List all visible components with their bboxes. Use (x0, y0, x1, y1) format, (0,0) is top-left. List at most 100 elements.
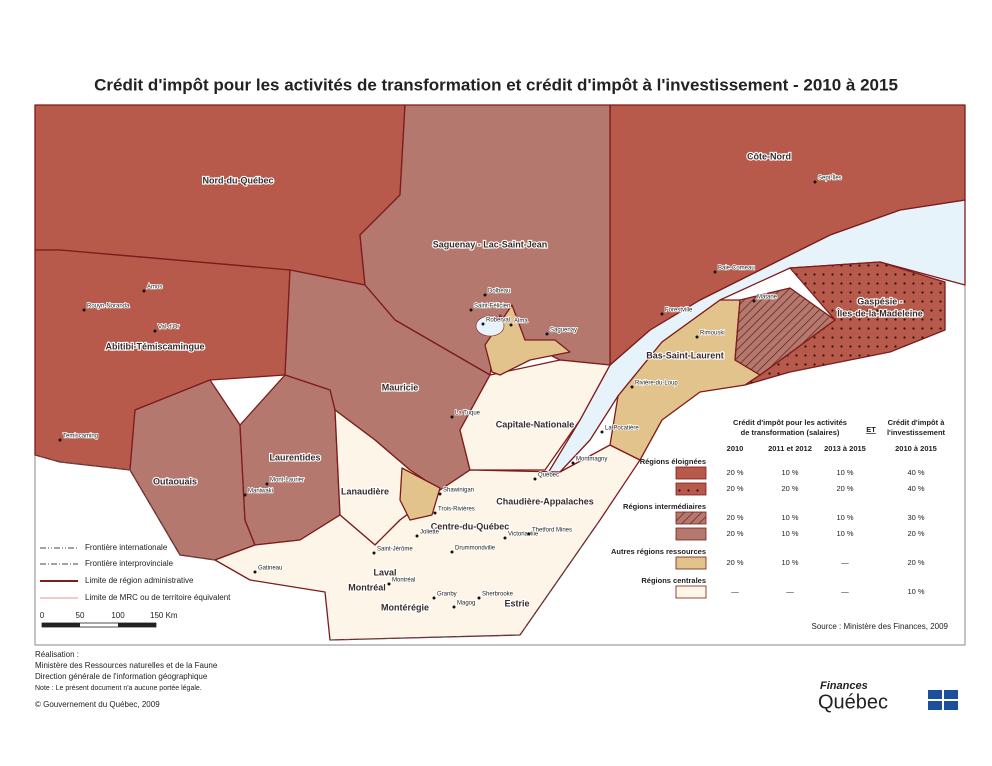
city-label: Magog (457, 601, 475, 607)
table-cell: 40 % (907, 468, 924, 477)
table-cell: 10 % (781, 468, 798, 477)
scale-bar-rect (118, 623, 156, 627)
city-dot (58, 438, 62, 442)
region-label: Laval (373, 567, 396, 577)
table-header: Crédit d'impôt à (888, 418, 946, 427)
map (34, 104, 966, 646)
city-label: Québec (538, 473, 559, 479)
city-dot (142, 289, 146, 293)
credits: Réalisation : Ministère des Ressources n… (35, 650, 218, 709)
city-label: Dolbeau (488, 289, 510, 295)
scale-label: 0 (40, 611, 45, 620)
city-label: Rimouski (700, 331, 725, 337)
city-dot (432, 596, 436, 600)
credits-line: Direction générale de l'information géog… (35, 672, 208, 681)
city-label: Maniwaki (248, 489, 273, 495)
city-label: Alma (514, 319, 528, 325)
source: Source : Ministère des Finances, 2009 (811, 622, 948, 631)
group-label: Régions éloignées (640, 457, 706, 466)
city-dot (527, 532, 531, 536)
table-cell: 10 % (781, 529, 798, 538)
city-dot (545, 332, 549, 336)
legend-swatch (675, 527, 707, 541)
city-dot (415, 534, 419, 538)
table-cell: 20 % (781, 484, 798, 493)
city-dot (433, 511, 437, 515)
region-label: Abitibi-Témiscamingue (105, 341, 204, 351)
scale-label: 50 (76, 611, 85, 620)
city-label: Mont-Laurier (270, 478, 304, 484)
table-header: l'investissement (887, 428, 946, 437)
city-dot (372, 551, 376, 555)
city-dot (630, 385, 634, 389)
city-dot (509, 323, 513, 327)
table-cell: 30 % (907, 513, 924, 522)
city-label: Baie-Comeau (718, 266, 755, 272)
legend-label: Limite de MRC ou de territoire équivalen… (85, 593, 231, 602)
city-label: Granby (437, 592, 457, 598)
title: Crédit d'impôt pour les activités de tra… (94, 75, 898, 94)
city-label: Saguenay (550, 328, 577, 334)
region-label: Îles-de-la-Madeleine (836, 307, 923, 318)
city-label: Montréal (392, 578, 415, 584)
region-label: Gaspésie - (857, 296, 903, 306)
city-label: Matane (757, 295, 778, 301)
city-dot (533, 477, 537, 481)
boundary-legend: Frontière internationale Frontière inter… (40, 543, 231, 602)
region-label: Mauricie (382, 382, 419, 392)
city-dot (477, 596, 481, 600)
table-cell: 10 % (836, 529, 853, 538)
table-header: de transformation (salaires) (741, 428, 840, 437)
scale-label: 150 Km (150, 611, 178, 620)
legend-label: Frontière internationale (85, 543, 168, 552)
city-dot (253, 570, 257, 574)
city-label: Victoriaville (508, 532, 539, 538)
city-dot (695, 335, 699, 339)
logo-text: Finances (820, 680, 868, 692)
region-area (399, 467, 441, 521)
city-dot (450, 550, 454, 554)
table-cell: 40 % (907, 484, 924, 493)
legend-label: Frontière interprovinciale (85, 559, 174, 568)
scale-bar-rect (42, 623, 80, 627)
city-dot (153, 329, 157, 333)
logo-flag (928, 690, 958, 710)
credits-heading: Réalisation : (35, 650, 79, 659)
credits-line: Ministère des Ressources naturelles et d… (35, 661, 218, 670)
region-label: Montréal (348, 582, 386, 592)
city-label: Gatineau (258, 566, 282, 572)
region-area (459, 359, 611, 471)
city-dot (82, 308, 86, 312)
logo-text: Québec (818, 691, 888, 713)
city-label: Trois-Rivières (438, 507, 475, 513)
table-header: ET (866, 425, 876, 434)
table-cell: 10 % (836, 513, 853, 522)
table-cell: — (841, 558, 849, 567)
table-cell: 10 % (781, 558, 798, 567)
copyright: © Gouvernement du Québec, 2009 (35, 700, 160, 709)
legend-swatch (675, 556, 707, 570)
table-cell: 20 % (726, 484, 743, 493)
region-labels: Nord-du-Québec Côte-Nord Saguenay - Lac-Sa… (104, 150, 923, 613)
column-header: 2010 à 2015 (895, 444, 937, 453)
table-cell: 10 % (907, 587, 924, 596)
city-dot (571, 461, 575, 465)
city-dot (243, 493, 247, 497)
city-dot (450, 415, 454, 419)
table-cell: 20 % (907, 558, 924, 567)
table-cell: 20 % (726, 468, 743, 477)
region-label: Bas-Saint-Laurent (646, 350, 724, 360)
table-cell: — (731, 587, 739, 596)
region-label: Centre-du-Québec (431, 521, 510, 531)
city-label: Shawinigan (443, 488, 474, 494)
city-label: Rivière-du-Loup (635, 381, 678, 387)
group-label: Autres régions ressources (611, 547, 706, 556)
region-label: Estrie (504, 598, 529, 608)
logo: Finances Québec (818, 680, 958, 713)
legend-swatch (675, 585, 707, 599)
table-cell: — (841, 587, 849, 596)
group-label: Régions centrales (641, 576, 706, 585)
city-label: La Pocatière (605, 426, 639, 432)
city-dot (752, 299, 756, 303)
